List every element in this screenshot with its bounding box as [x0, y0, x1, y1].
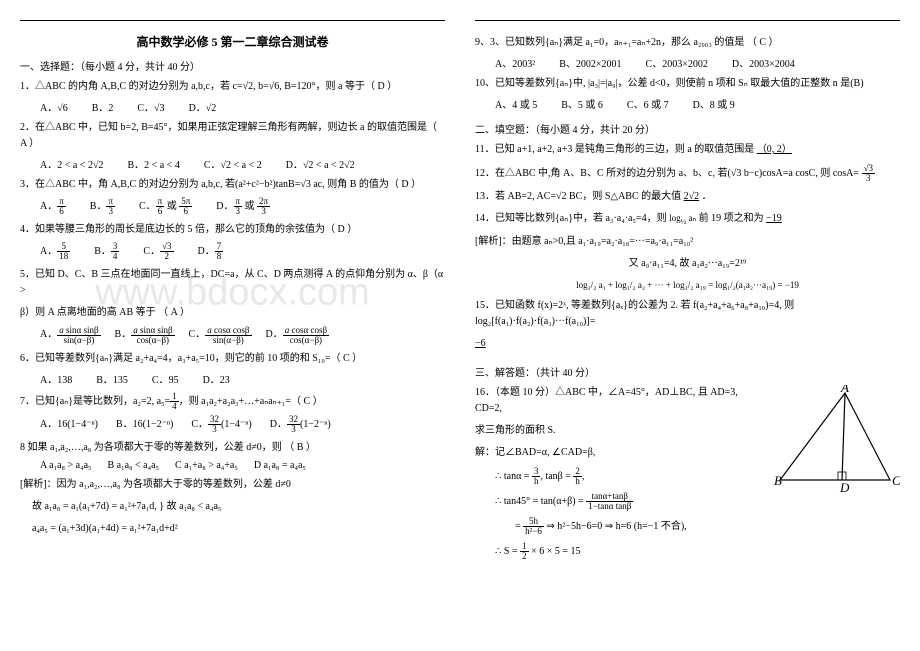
q3-opt-c: C．π6 或 5π6 [139, 197, 192, 216]
q6-opt-c: C．95 [152, 371, 179, 386]
q4: 4．如果等腰三角形的周长是底边长的 5 倍，那么它的顶角的余弦值为（ D ） [20, 222, 445, 238]
q11-answer: （0, 2） [757, 144, 792, 155]
q3-opt-a: A．π6 [40, 197, 66, 216]
q6-options: A．138 B．135 C．95 D．23 [40, 371, 445, 386]
q3-opt-d: D．π3 或 2π3 [216, 197, 270, 216]
q9-options: A、2003² B、2002×2001 C、2003×2002 D、2003×2… [495, 55, 900, 70]
q13-text: 13．若 AB=2, AC=√2 BC，则 S△ABC 的最大值 [475, 191, 681, 202]
q4-options: A．518 B．34 C．√32 D．78 [40, 242, 445, 261]
q14-solution-1: [解析]：由题意 aₙ>0,且 a₁·a₁₉=a₂·a₁₈=···=a₉·a₁₁… [475, 234, 900, 250]
svg-text:C: C [892, 473, 900, 488]
q7-opt-d: D．323(1−2⁻ⁿ) [270, 415, 331, 434]
q7-opt-c: C．323(1−4⁻ⁿ) [191, 415, 251, 434]
q2: 2．在△ABC 中，已知 b=2, B=45°，如果用正弦定理解三角形有两解，则… [20, 120, 445, 152]
q15-answer: −6 [475, 338, 486, 349]
q12-text: 12．在△ABC 中,角 A、B、C 所对的边分别为 a、b、c, 若(√3 b… [475, 168, 859, 179]
q7: 7．已知{aₙ}是等比数列，a₂=2, a₅=14，则 a₁a₂+a₂a₃+…+… [20, 392, 445, 411]
q5-line2: β）则 A 点离地面的高 AB 等于 （ A ） [20, 305, 445, 321]
section-2-header: 二、填空题：（每小题 4 分，共计 20 分） [475, 121, 900, 136]
q14-answer: −19 [766, 213, 782, 224]
q10-opt-b: B、5 或 6 [561, 96, 603, 111]
q8-solution-3: a₄a₅ = (a₁+3d)(a₁+4d) = a₁²+7a₁d+d² [32, 521, 445, 537]
q3-options: A．π6 B．π3 C．π6 或 5π6 D．π3 或 2π3 [40, 197, 445, 216]
q5-opt-b: B．a sinα sinβcos(α−β) [115, 325, 175, 344]
q2-opt-b: B．2 < a < 4 [127, 156, 179, 171]
q14-solution-2: 又 a₉·a₁₁=4, 故 a₁a₂···a₁₉=2¹⁹ [475, 256, 900, 272]
q6-opt-a: A．138 [40, 371, 72, 386]
q5-opt-c: C．a cosα cosβsin(α−β) [189, 325, 252, 344]
q4-opt-d: D．78 [198, 242, 224, 261]
q1: 1．△ABC 的内角 A,B,C 的对边分别为 a,b,c，若 c=√2, b=… [20, 79, 445, 95]
q6-opt-d: D．23 [203, 371, 230, 386]
q3: 3．在△ABC 中，角 A,B,C 的对边分别为 a,b,c, 若(a²+c²−… [20, 177, 445, 193]
q13-answer: 2√2 [684, 191, 700, 202]
q3-opt-b: B．π3 [90, 197, 115, 216]
q8-opt-d: D a₁a₈ = a₄a₅ [254, 460, 306, 471]
q10-opt-a: A、4 或 5 [495, 96, 537, 111]
q2-options: A．2 < a < 2√2 B．2 < a < 4 C．√2 < a < 2 D… [40, 156, 445, 171]
q9-opt-d: D、2003×2004 [732, 55, 795, 70]
q8-opt-b: B a₁a₈ < a₄a₅ [108, 460, 160, 471]
q12: 12．在△ABC 中,角 A、B、C 所对的边分别为 a、b、c, 若(√3 b… [475, 164, 900, 183]
q7-opt-a: A．16(1−4⁻ⁿ) [40, 415, 98, 434]
page-left: www.bdocx.com 高中数学必修 5 第一二章综合测试卷 一、选择题：（… [20, 20, 445, 565]
q2-opt-c: C．√2 < a < 2 [204, 156, 262, 171]
section-1-header: 一、选择题：（每小题 4 分，共计 40 分） [20, 58, 445, 73]
q15-text: 15．已知函数 f(x)=2ˣ, 等差数列{aₓ}的公差为 2. 若 f(a₂+… [475, 300, 794, 327]
q8-options: A a₁a₈ > a₄a₅ B a₁a₈ < a₄a₅ C a₁+a₈ > a₄… [40, 460, 445, 471]
q11-text: 11．已知 a+1, a+2, a+3 是钝角三角形的三边，则 a 的取值范围是 [475, 144, 754, 155]
q8-solution-1: [解析]：因为 a₁,a₂,…,a₈ 为各项都大于零的等差数列，公差 d≠0 [20, 477, 445, 493]
q10-options: A、4 或 5 B、5 或 6 C、6 或 7 D、8 或 9 [495, 96, 900, 111]
section-3-header: 三、解答题：（共计 40 分） [475, 364, 900, 379]
q7-opt-b: B．16(1−2⁻ⁿ) [116, 415, 173, 434]
q15-answer-line: −6 [475, 336, 900, 352]
q9: 9、3、已知数列{aₙ}满足 a₁=0，aₙ₊₁=aₙ+2n，那么 a₂₀₀₃ … [475, 35, 900, 51]
q13: 13．若 AB=2, AC=√2 BC，则 S△ABC 的最大值 2√2 ． [475, 189, 900, 205]
q1-options: A．√6 B．2 C．√3 D．√2 [40, 99, 445, 114]
q16-step4: = 5hh²−6 ⇒ h²−5h−6=0 ⇒ h=6 (h=−1 不合), [515, 517, 900, 536]
q1-opt-a: A．√6 [40, 99, 68, 114]
svg-text:B: B [774, 473, 782, 488]
q1-opt-c: C．√3 [137, 99, 164, 114]
q1-opt-b: B．2 [92, 99, 114, 114]
q1-opt-d: D．√2 [189, 99, 217, 114]
q4-opt-b: B．34 [94, 242, 119, 261]
q5-line1: 5．已知 D、C、B 三点在地面同一直线上，DC=a，从 C、D 两点测得 A … [20, 267, 445, 299]
doc-title: 高中数学必修 5 第一二章综合测试卷 [20, 33, 445, 50]
q15: 15．已知函数 f(x)=2ˣ, 等差数列{aₓ}的公差为 2. 若 f(a₂+… [475, 298, 900, 330]
q16-step5: ∴ S = 12 × 6 × 5 = 15 [495, 542, 900, 561]
q12-answer: √33 [862, 168, 875, 179]
q9-opt-c: C、2003×2002 [646, 55, 708, 70]
triangle-diagram: A B C D [770, 385, 900, 495]
q10-opt-c: C、6 或 7 [627, 96, 669, 111]
q11: 11．已知 a+1, a+2, a+3 是钝角三角形的三边，则 a 的取值范围是… [475, 142, 900, 158]
q9-opt-a: A、2003² [495, 55, 535, 70]
q2-opt-d: D．√2 < a < 2√2 [286, 156, 355, 171]
q5-opt-d: D．a cosα cosβcos(α−β) [266, 325, 330, 344]
q10-opt-d: D、8 或 9 [693, 96, 735, 111]
q8: 8 如果 a₁,a₂,…,a₈ 为各项都大于零的等差数列，公差 d≠0，则 （ … [20, 440, 445, 456]
svg-text:D: D [839, 480, 850, 495]
q4-opt-a: A．518 [40, 242, 70, 261]
q9-opt-b: B、2002×2001 [559, 55, 621, 70]
q6: 6．已知等差数列{aₙ}满足 a₂+a₄=4，a₃+a₅=10，则它的前 10 … [20, 351, 445, 367]
q2-opt-a: A．2 < a < 2√2 [40, 156, 103, 171]
page-right: 9、3、已知数列{aₙ}满足 a₁=0，aₙ₊₁=aₙ+2n，那么 a₂₀₀₃ … [475, 20, 900, 565]
q5-options: A．a sinα sinβsin(α−β) B．a sinα sinβcos(α… [40, 325, 445, 344]
q10: 10、已知等差数列{aₙ}中, |a₃|=|a₉|，公差 d<0，则使前 n 项… [475, 76, 900, 92]
q7-options: A．16(1−4⁻ⁿ) B．16(1−2⁻ⁿ) C．323(1−4⁻ⁿ) D．3… [40, 415, 445, 434]
q4-opt-c: C．√32 [143, 242, 173, 261]
q8-opt-c: C a₁+a₈ > a₄+a₅ [175, 460, 238, 471]
q14: 14．已知等比数列{aₙ}中，若 a₃·a₄·a₅=4，则 log½ aₙ 前 … [475, 211, 900, 228]
q14-solution-3: log₁/₂ a₁ + log₁/₂ a₂ + ··· + log₁/₂ a₁₉… [475, 278, 900, 292]
q8-opt-a: A a₁a₈ > a₄a₅ [40, 460, 92, 471]
q5-opt-a: A．a sinα sinβsin(α−β) [40, 325, 101, 344]
q8-solution-2: 故 a₁a₈ = a₁(a₁+7d) = a₁²+7a₁d, } 故 a₁a₈ … [32, 499, 445, 515]
svg-text:A: A [840, 385, 849, 395]
q6-opt-b: B．135 [96, 371, 128, 386]
